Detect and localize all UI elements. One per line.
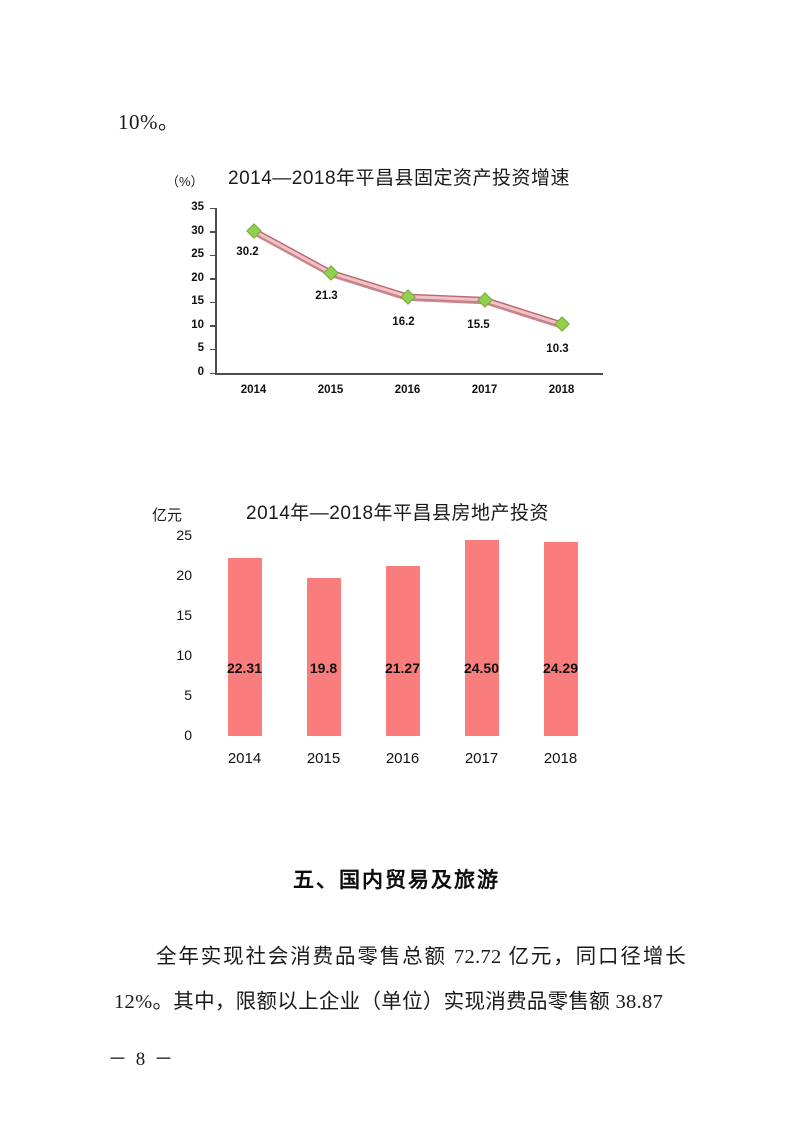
chart1-y-tick bbox=[210, 254, 215, 257]
chart1-y-tick-label: 20 bbox=[191, 271, 204, 284]
chart2-x-tick-label: 2018 bbox=[543, 750, 578, 767]
chart2-data-label: 24.29 bbox=[542, 660, 579, 676]
paragraph-continuation-text: 10%。 bbox=[118, 110, 180, 134]
chart1-plot-area bbox=[215, 208, 600, 373]
chart1-y-tick bbox=[210, 207, 215, 209]
chart1-y-tick bbox=[210, 372, 215, 374]
chart1-unit-label: （%） bbox=[166, 174, 204, 189]
chart1-y-tick-label: 10 bbox=[191, 318, 204, 331]
chart1-data-label: 30.2 bbox=[236, 245, 259, 258]
chart2-title: 2014年—2018年平昌县房地产投资 bbox=[246, 503, 550, 524]
page-number: － 8 － bbox=[108, 1049, 176, 1070]
chart2-bar bbox=[464, 540, 499, 736]
body-paragraph: 全年实现社会消费品零售总额 72.72 亿元，同口径增长 12%。其中，限额以上… bbox=[114, 946, 686, 1013]
chart1-y-tick-label: 5 bbox=[197, 342, 204, 355]
chart1-x-axis bbox=[215, 373, 603, 375]
chart1-data-label: 15.5 bbox=[467, 318, 490, 331]
chart1-y-tick bbox=[210, 325, 215, 327]
chart2-bar bbox=[543, 541, 578, 736]
chart1-y-tick-label: 30 bbox=[191, 224, 204, 237]
chart2-y-tick-label: 15 bbox=[176, 607, 192, 623]
chart1-y-axis bbox=[215, 208, 217, 375]
chart2-bar bbox=[306, 577, 341, 736]
chart1-data-label: 10.3 bbox=[546, 343, 569, 356]
chart2-data-label: 21.27 bbox=[384, 660, 421, 676]
chart2-x-tick-label: 2015 bbox=[306, 750, 341, 767]
chart2-plot-area bbox=[205, 536, 600, 736]
chart1-y-tick bbox=[210, 231, 215, 233]
chart1-data-label: 21.3 bbox=[315, 289, 338, 302]
chart1-x-tick-label: 2018 bbox=[548, 384, 575, 396]
chart2-x-tick-label: 2016 bbox=[385, 750, 420, 767]
chart1-x-tick-label: 2014 bbox=[240, 384, 267, 396]
chart1-y-tick bbox=[210, 301, 215, 304]
chart1-y-tick-label: 35 bbox=[191, 201, 204, 213]
chart2-y-tick-label: 25 bbox=[176, 527, 192, 543]
chart2-unit-label: 亿元 bbox=[152, 507, 183, 524]
chart2-y-tick-label: 20 bbox=[176, 567, 192, 583]
chart2-bar bbox=[385, 565, 420, 736]
chart1-y-tick-label: 0 bbox=[197, 366, 204, 378]
chart1-x-tick-label: 2016 bbox=[394, 384, 421, 396]
chart2-y-tick-label: 10 bbox=[176, 647, 192, 663]
chart1-title: 2014—2018年平昌县固定资产投资增速 bbox=[228, 168, 571, 189]
chart2-data-label: 24.50 bbox=[463, 660, 500, 676]
chart1-y-tick bbox=[210, 278, 215, 280]
chart1-y-tick bbox=[210, 348, 215, 351]
chart1-y-tick-label: 15 bbox=[191, 295, 204, 308]
real-estate-investment-bar-chart: 亿元 2014年—2018年平昌县房地产投资 25 20 15 10 5 0 2014 20… bbox=[150, 498, 605, 773]
chart2-data-label: 22.31 bbox=[226, 660, 263, 676]
fixed-asset-investment-growth-line-chart: （%） 2014—2018年平昌县固定资产投资增速 35 30 25 20 15 10 5 0… bbox=[160, 163, 605, 438]
chart2-x-tick-label: 2014 bbox=[227, 750, 262, 767]
chart2-data-label: 19.8 bbox=[309, 660, 338, 676]
chart2-y-tick-label: 0 bbox=[184, 727, 192, 743]
chart1-x-tick-label: 2017 bbox=[471, 384, 498, 396]
chart2-bar bbox=[227, 557, 262, 736]
chart2-y-tick-label: 5 bbox=[184, 687, 192, 703]
chart2-x-tick-label: 2017 bbox=[464, 750, 499, 767]
chart1-data-label: 16.2 bbox=[392, 315, 415, 328]
chart1-x-tick-label: 2015 bbox=[317, 384, 344, 396]
section-heading: 五、国内贸易及旅游 bbox=[293, 869, 500, 892]
chart1-y-tick-label: 25 bbox=[191, 248, 204, 261]
